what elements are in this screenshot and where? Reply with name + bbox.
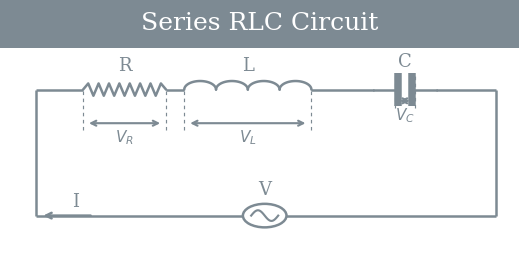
Text: Series RLC Circuit: Series RLC Circuit (141, 12, 378, 35)
Text: R: R (118, 57, 131, 75)
Text: $V_C$: $V_C$ (395, 106, 415, 125)
Text: $V_R$: $V_R$ (115, 128, 134, 147)
Text: C: C (398, 53, 412, 71)
Text: L: L (242, 57, 254, 75)
FancyBboxPatch shape (0, 0, 519, 48)
Text: I: I (72, 193, 79, 211)
Text: V: V (258, 181, 271, 199)
Text: $V_L$: $V_L$ (239, 128, 257, 147)
